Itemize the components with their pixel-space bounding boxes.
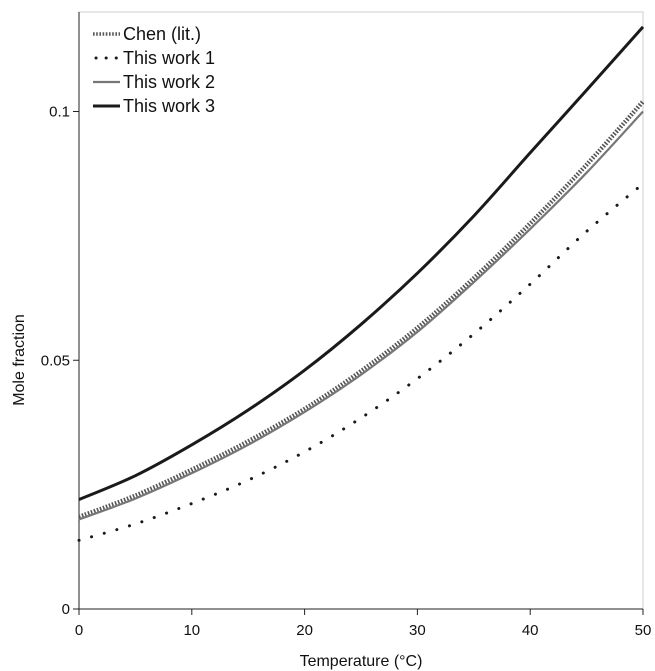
y-axis-label: Mole fraction <box>11 314 28 406</box>
x-axis-label: Temperature (°C) <box>300 653 423 670</box>
x-tick-label: 40 <box>522 622 539 639</box>
series-layer <box>77 25 645 542</box>
x-tick-label: 20 <box>296 622 313 639</box>
x-tick-label: 10 <box>183 622 200 639</box>
legend: Chen (lit.) This work 1 This work 2 This wo… <box>93 24 215 116</box>
x-tick-label: 30 <box>409 622 426 639</box>
series-line-chen-lit <box>78 100 645 520</box>
legend-label-chen-lit: Chen (lit.) <box>123 24 201 44</box>
x-tick-label: 50 <box>635 622 652 639</box>
legend-label-this-work-2: This work 2 <box>123 72 215 92</box>
legend-label-this-work-1: This work 1 <box>123 48 215 68</box>
legend-label-this-work-3: This work 3 <box>123 96 215 116</box>
series-line-this-work-3 <box>78 25 645 501</box>
series-line-this-work-2 <box>78 110 644 521</box>
y-tick-label: 0 <box>62 601 70 618</box>
ticks-layer: 0 10 20 30 40 50 0 0.05 0.1 <box>41 104 652 640</box>
y-tick-label: 0.05 <box>41 352 70 369</box>
y-tick-label: 0.1 <box>49 104 70 121</box>
x-tick-label: 0 <box>75 622 83 639</box>
